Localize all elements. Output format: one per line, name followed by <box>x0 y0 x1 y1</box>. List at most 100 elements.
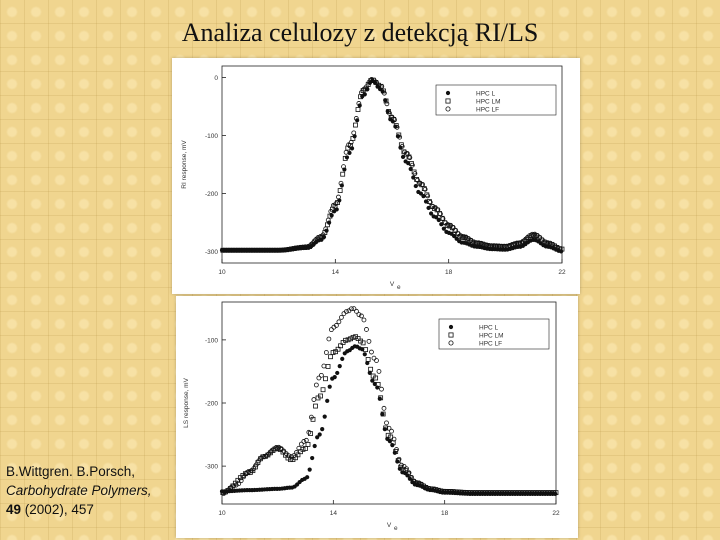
x-axis-label-subscript: e <box>394 525 398 532</box>
data-point <box>537 235 543 240</box>
data-point <box>474 490 480 496</box>
data-point <box>325 364 331 369</box>
data-point <box>471 490 477 496</box>
data-point <box>486 490 492 496</box>
data-point <box>353 116 359 121</box>
data-point <box>399 462 404 468</box>
slide-title: Analiza celulozy z detekcją RI/LS <box>181 18 539 47</box>
data-point <box>223 247 229 253</box>
data-point <box>340 171 346 177</box>
data-point <box>307 467 312 472</box>
data-point <box>499 490 505 496</box>
data-point <box>426 486 432 492</box>
data-point <box>333 349 338 355</box>
data-point <box>313 403 318 409</box>
data-point <box>458 233 464 239</box>
data-point <box>301 439 307 444</box>
data-point <box>272 247 278 253</box>
data-point <box>338 180 344 186</box>
data-point <box>271 446 277 452</box>
data-point <box>396 456 402 462</box>
data-point <box>348 336 353 342</box>
data-point <box>337 188 343 194</box>
data-point <box>383 98 389 104</box>
data-point <box>400 466 406 472</box>
data-point <box>511 241 517 247</box>
data-point <box>328 327 334 333</box>
series-hpc-lf <box>221 77 563 253</box>
data-point <box>313 237 318 243</box>
data-point <box>355 107 361 112</box>
data-point <box>325 398 330 403</box>
data-point <box>345 145 351 151</box>
data-point <box>251 247 257 253</box>
data-point <box>305 244 311 250</box>
data-point <box>404 150 410 156</box>
data-point <box>399 143 405 149</box>
data-point <box>364 327 369 332</box>
data-point <box>511 490 517 496</box>
x-tick-label: 14 <box>332 269 340 276</box>
legend-box <box>438 318 550 350</box>
data-point <box>345 337 351 343</box>
data-point <box>305 442 311 447</box>
data-point <box>343 337 348 343</box>
data-point <box>335 346 341 352</box>
x-tick-label: 18 <box>445 269 453 276</box>
data-point <box>221 491 227 496</box>
data-point <box>387 110 392 116</box>
y-tick-label: -200 <box>205 401 218 408</box>
data-point <box>327 384 332 389</box>
y-tick-label: -100 <box>205 133 218 140</box>
data-point <box>460 233 466 239</box>
data-point <box>534 490 540 496</box>
data-point <box>378 395 384 401</box>
legend-marker <box>445 98 451 104</box>
data-point <box>381 88 386 94</box>
data-point <box>288 454 294 460</box>
data-point <box>547 240 553 246</box>
data-point <box>303 446 308 451</box>
data-point <box>348 139 354 145</box>
data-point <box>373 375 379 381</box>
data-point <box>379 84 385 89</box>
data-point <box>356 101 362 106</box>
data-point <box>338 343 343 349</box>
data-point <box>427 199 433 205</box>
data-point <box>313 382 319 388</box>
x-axis-label: V <box>390 281 395 288</box>
data-point <box>286 453 292 459</box>
data-point <box>337 364 342 369</box>
data-point <box>282 247 288 253</box>
data-point <box>344 309 349 315</box>
data-point <box>257 247 262 253</box>
data-point <box>434 487 439 493</box>
data-point <box>429 486 434 492</box>
data-point <box>468 237 474 243</box>
data-point <box>435 207 441 213</box>
data-point <box>407 155 413 161</box>
data-point <box>384 101 390 107</box>
data-point <box>324 222 330 228</box>
legend-label: HPC L <box>479 324 499 331</box>
data-point <box>277 247 283 253</box>
data-point <box>436 488 442 493</box>
data-point <box>450 225 456 230</box>
data-point <box>494 490 500 496</box>
data-point <box>310 240 316 246</box>
data-point <box>359 313 364 319</box>
data-point <box>333 323 339 328</box>
data-point <box>320 387 326 393</box>
data-point <box>317 432 322 437</box>
ls-chart: 10 14 18 22 -100 -200 -300 V e LS response, mV HPC… <box>183 301 560 532</box>
data-point <box>371 355 377 361</box>
data-point <box>320 427 325 432</box>
data-point <box>414 480 419 485</box>
data-point <box>360 340 366 346</box>
data-point <box>461 489 467 495</box>
data-point <box>524 490 530 496</box>
data-point <box>425 193 431 199</box>
data-point <box>384 420 389 426</box>
data-point <box>221 247 227 253</box>
